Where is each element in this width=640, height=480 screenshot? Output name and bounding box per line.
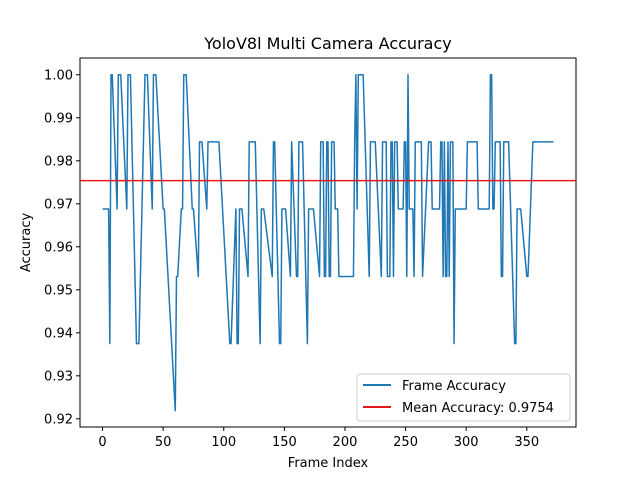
x-tick-label: 250 [393,435,418,450]
y-tick-label: 0.95 [44,283,73,298]
legend-label-frame-accuracy: Frame Accuracy [402,379,506,394]
axes: 0 50 100 150 200 250 300 350 0.92 0.93 0.94 0.95 0.9… [44,68,539,450]
y-axis-label: Accuracy [19,213,34,273]
chart-title: YoloV8l Multi Camera Accuracy [203,34,451,53]
legend-box [356,373,571,422]
x-tick-label: 150 [272,435,297,450]
y-tick-label: 1.00 [44,68,73,83]
y-tick-label: 0.92 [44,412,73,427]
legend: Frame Accuracy Mean Accuracy: 0.9754 [356,373,571,422]
x-tick-label: 200 [333,435,358,450]
x-tick-label: 350 [514,435,539,450]
y-tick-label: 0.98 [44,154,73,169]
plot-frame [79,57,577,428]
x-tick-label: 50 [155,435,172,450]
legend-label-mean-accuracy: Mean Accuracy: 0.9754 [402,401,554,416]
x-tick-label: 300 [454,435,479,450]
y-tick-label: 0.96 [44,240,73,255]
y-tick-label: 0.97 [44,197,73,212]
y-tick-label: 0.94 [44,326,73,341]
x-tick-label: 100 [211,435,236,450]
plot-area [80,74,576,412]
x-axis-label: Frame Index [288,456,369,471]
series-line-frame-accuracy [102,74,554,412]
y-tick-label: 0.99 [44,111,73,126]
x-tick-label: 0 [98,435,106,450]
y-tick-label: 0.93 [44,369,73,384]
